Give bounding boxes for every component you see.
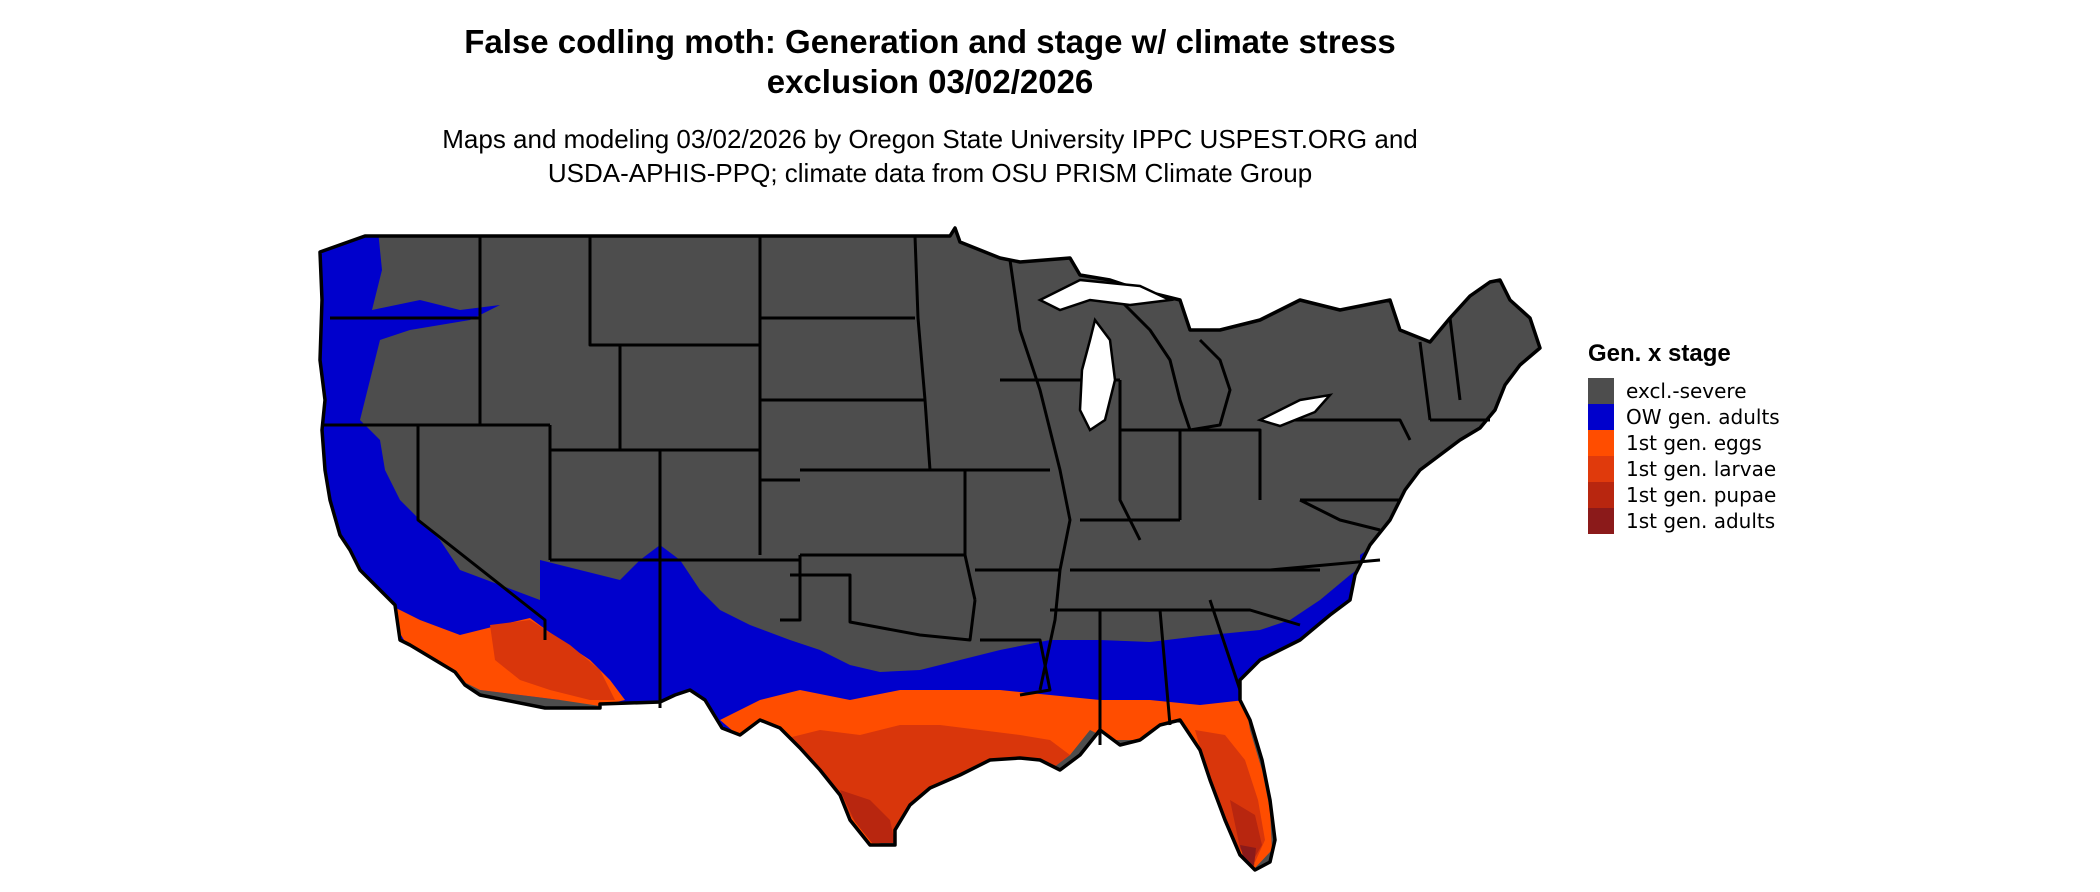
us-map	[318, 226, 1542, 872]
subtitle-line-2: USDA-APHIS-PPQ; climate data from OSU PR…	[547, 158, 1313, 188]
legend-label: 1st gen. larvae	[1626, 457, 1777, 481]
title-line-1: False codling moth: Generation and stage…	[464, 23, 1396, 60]
border-michigan	[1118, 298, 1232, 432]
border-ca-nv	[416, 425, 547, 640]
lake-erie	[1256, 393, 1334, 428]
border-mn-ia	[913, 235, 977, 601]
legend-item: OW gen. adults	[1588, 404, 1780, 430]
first-gen-adults-region	[1240, 845, 1256, 866]
border-ms-al-ga	[1098, 599, 1242, 745]
border-ne-ks-ok	[760, 468, 965, 622]
legend-label: excl.-severe	[1626, 379, 1747, 403]
legend-item: 1st gen. adults	[1588, 508, 1780, 534]
ow-adults-mid-atlantic	[1360, 545, 1385, 600]
legend-label: 1st gen. adults	[1626, 509, 1776, 533]
border-in-oh	[1120, 428, 1262, 520]
legend-label: 1st gen. eggs	[1626, 431, 1762, 455]
border-pa-ny	[1270, 418, 1412, 502]
lake-michigan	[1078, 317, 1117, 432]
legend-items: excl.-severe OW gen. adults 1st gen. egg…	[1588, 378, 1780, 534]
map-legend: Gen. x stage excl.-severe OW gen. adults…	[1588, 340, 1780, 534]
legend-title: Gen. x stage	[1588, 340, 1731, 367]
border-ut-co-az-nm	[550, 450, 800, 708]
border-dakotas	[758, 236, 925, 555]
border-va-nc	[1269, 498, 1381, 572]
legend-label: 1st gen. pupae	[1626, 483, 1777, 507]
legend-item: 1st gen. eggs	[1588, 430, 1780, 456]
legend-label: OW gen. adults	[1626, 405, 1780, 429]
state-borders	[318, 226, 1542, 872]
legend-item: 1st gen. larvae	[1588, 456, 1780, 482]
map-title: False codling moth: Generation and stage…	[0, 22, 1860, 102]
subtitle-line-1: Maps and modeling 03/02/2026 by Oregon S…	[442, 124, 1418, 154]
legend-swatch	[1588, 430, 1614, 456]
legend-swatch	[1588, 378, 1614, 404]
legend-swatch	[1588, 482, 1614, 508]
border-mt-wy	[588, 236, 760, 347]
title-line-2: exclusion 03/02/2026	[766, 63, 1094, 100]
legend-swatch	[1588, 456, 1614, 482]
legend-item: 1st gen. pupae	[1588, 482, 1780, 508]
map-subtitle: Maps and modeling 03/02/2026 by Oregon S…	[0, 122, 1860, 190]
great-lakes	[1037, 278, 1334, 432]
lake-superior	[1037, 278, 1175, 312]
border-new-england	[1418, 317, 1490, 422]
us-outline	[318, 226, 1542, 872]
first-gen-larvae-region	[490, 620, 1265, 862]
border-tx-ok	[790, 573, 977, 642]
legend-swatch	[1588, 404, 1614, 430]
ow-adults-west-coast	[320, 230, 600, 700]
legend-item: excl.-severe	[1588, 378, 1780, 404]
border-tn-south	[1050, 608, 1301, 627]
border-mississippi	[1008, 259, 1072, 691]
legend-swatch	[1588, 508, 1614, 534]
